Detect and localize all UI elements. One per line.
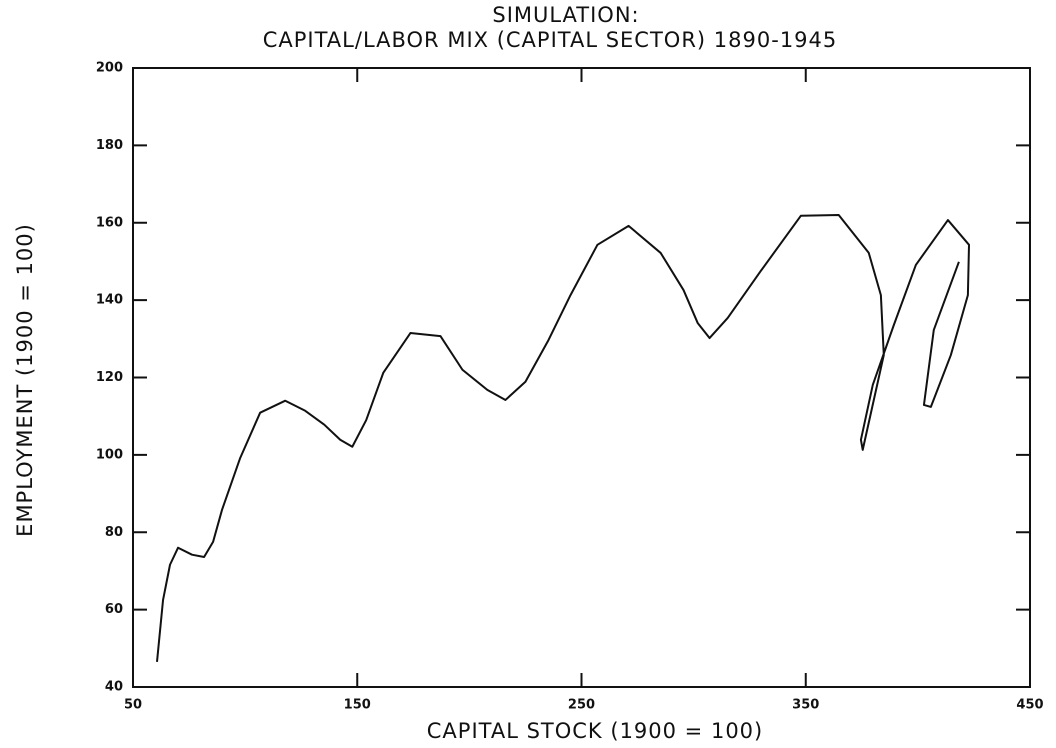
- x-tick-label: 50: [124, 698, 142, 713]
- y-tick-label: 100: [96, 447, 123, 462]
- y-tick-label: 120: [96, 370, 123, 385]
- x-tick-label: 450: [1016, 698, 1043, 713]
- chart-subtitle: CAPITAL/LABOR MIX (CAPITAL SECTOR) 1890-…: [263, 28, 838, 52]
- plot-frame: [132, 67, 1031, 688]
- y-tick-label: 40: [105, 680, 123, 695]
- x-tick-label: 350: [792, 698, 819, 713]
- chart-title: SIMULATION:: [492, 3, 639, 27]
- x-axis-label: CAPITAL STOCK (1900 = 100): [427, 719, 763, 743]
- y-tick-label: 180: [96, 138, 123, 153]
- y-tick-label: 200: [96, 61, 123, 76]
- x-tick-label: 150: [344, 698, 371, 713]
- y-axis-label: EMPLOYMENT (1900 = 100): [13, 223, 37, 537]
- y-tick-label: 160: [96, 215, 123, 230]
- y-tick-label: 60: [105, 602, 123, 617]
- data-line: [155, 214, 971, 662]
- x-tick-label: 250: [568, 698, 595, 713]
- y-tick-label: 80: [105, 525, 123, 540]
- y-tick-label: 140: [96, 293, 123, 308]
